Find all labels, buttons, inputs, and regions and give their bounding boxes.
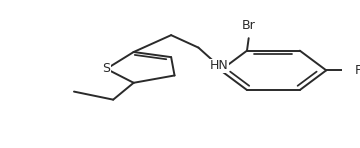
Text: HN: HN bbox=[210, 59, 228, 72]
Text: F: F bbox=[355, 64, 360, 77]
Text: S: S bbox=[102, 62, 111, 75]
Text: Br: Br bbox=[242, 19, 256, 32]
